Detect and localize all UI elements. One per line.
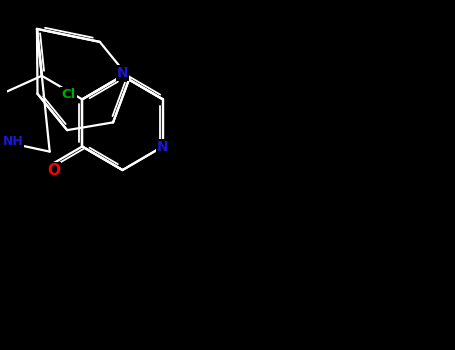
Text: N: N (157, 140, 169, 154)
Text: Cl: Cl (61, 88, 76, 101)
Text: O: O (47, 163, 60, 178)
Text: NH: NH (3, 135, 23, 148)
Text: N: N (117, 66, 128, 80)
